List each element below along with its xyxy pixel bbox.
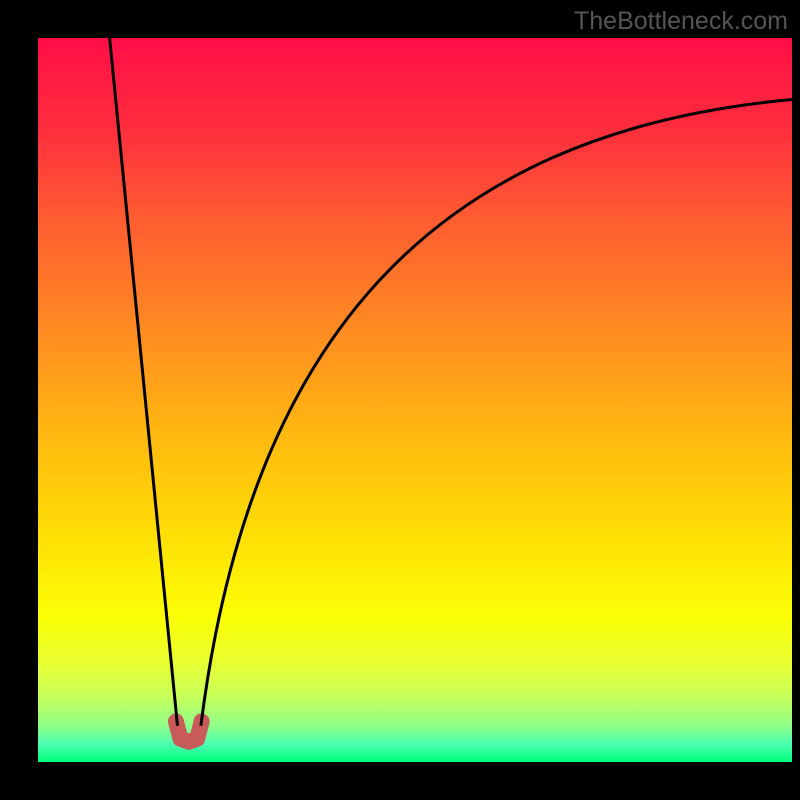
- chart-container: TheBottleneck.com: [0, 0, 800, 800]
- chart-svg: [38, 38, 792, 762]
- gradient-background: [38, 38, 792, 762]
- plot-area: [38, 38, 792, 762]
- attribution-text: TheBottleneck.com: [574, 7, 788, 36]
